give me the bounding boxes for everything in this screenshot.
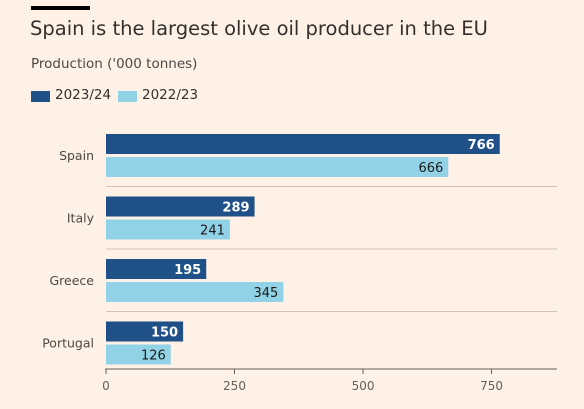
chart-title: Spain is the largest olive oil producer … bbox=[30, 17, 488, 40]
data-label-italy-2022-23: 241 bbox=[200, 224, 225, 239]
legend-label-2023-24: 2023/24 bbox=[55, 87, 112, 103]
category-label-portugal: Portugal bbox=[42, 336, 94, 351]
data-label-greece-2022-23: 345 bbox=[254, 286, 279, 301]
bar-spain-2022-23 bbox=[106, 157, 449, 177]
category-label-greece: Greece bbox=[50, 273, 95, 288]
legend-label-2022-23: 2022/23 bbox=[142, 87, 199, 103]
bar-italy-2023-24 bbox=[106, 196, 255, 217]
x-tick-label: 500 bbox=[352, 379, 375, 393]
bar-italy-2022-23 bbox=[106, 219, 230, 240]
data-label-portugal-2023-24: 150 bbox=[151, 326, 178, 341]
data-label-spain-2023-24: 766 bbox=[468, 138, 495, 153]
bar-greece-2023-24 bbox=[106, 259, 207, 279]
title-accent-rule bbox=[31, 6, 90, 10]
bar-greece-2022-23 bbox=[106, 282, 284, 302]
bar-spain-2023-24 bbox=[106, 134, 500, 154]
data-label-spain-2022-23: 666 bbox=[419, 161, 444, 176]
bar-portugal-2023-24 bbox=[106, 321, 184, 342]
x-tick-label: 750 bbox=[480, 379, 503, 393]
category-label-spain: Spain bbox=[59, 148, 94, 163]
data-label-portugal-2022-23: 126 bbox=[141, 349, 166, 364]
legend-swatch-2022-23 bbox=[118, 91, 137, 102]
x-tick-label: 0 bbox=[102, 379, 110, 393]
data-label-greece-2023-24: 195 bbox=[174, 263, 201, 278]
x-tick-label: 250 bbox=[223, 379, 246, 393]
category-label-italy: Italy bbox=[67, 211, 95, 226]
data-label-italy-2023-24: 289 bbox=[222, 201, 249, 216]
bar-portugal-2022-23 bbox=[106, 344, 171, 365]
chart-subtitle: Production ('000 tonnes) bbox=[31, 56, 198, 72]
legend-swatch-2023-24 bbox=[31, 91, 50, 102]
